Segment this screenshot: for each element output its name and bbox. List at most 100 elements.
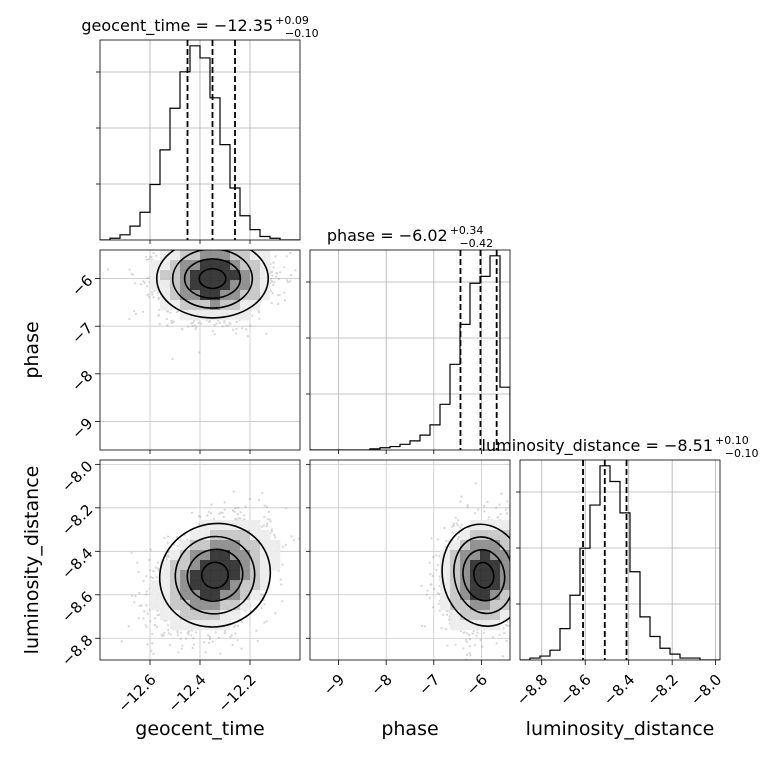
- density-cell: [260, 290, 271, 301]
- density-cell: [450, 620, 461, 631]
- density-cell: [230, 560, 241, 571]
- density-cell: [190, 290, 201, 301]
- density-cell: [450, 590, 461, 601]
- density-cell: [160, 300, 171, 311]
- density-cell: [230, 590, 241, 601]
- density-cell: [190, 260, 201, 271]
- density-cell: [450, 610, 461, 621]
- density-cell: [500, 520, 510, 531]
- density-cell: [190, 280, 201, 291]
- title-text: phase = −6.02 +0.34 −0.42: [327, 224, 493, 250]
- contour-3: [155, 250, 270, 319]
- density-cell: [230, 290, 241, 301]
- density-cell: [170, 550, 181, 561]
- density-cell: [170, 560, 181, 571]
- density-cell: [260, 530, 271, 541]
- axes-frame: [309, 249, 511, 451]
- density-cell: [220, 560, 231, 571]
- density-cell: [460, 550, 471, 561]
- density-cell: [210, 270, 221, 281]
- density-cell: [230, 610, 241, 621]
- density-cell: [260, 540, 271, 551]
- density-cell: [180, 540, 191, 551]
- density-cell: [180, 290, 191, 301]
- density-cell: [240, 270, 251, 281]
- density-cell: [240, 580, 251, 591]
- density-cell: [160, 580, 171, 591]
- density-cell: [490, 580, 501, 591]
- density-cell: [170, 270, 181, 281]
- density-cell: [260, 250, 271, 261]
- density-cell: [210, 610, 221, 621]
- density-cell: [180, 570, 191, 581]
- density-cell: [220, 570, 231, 581]
- density-cell: [490, 610, 501, 621]
- density-cell: [470, 590, 481, 601]
- density-cell: [150, 260, 161, 271]
- density-cell: [220, 280, 231, 291]
- density-cell: [200, 250, 211, 261]
- density-cell: [260, 550, 271, 561]
- title-sub: −0.10: [725, 447, 759, 460]
- density-cell: [170, 250, 181, 261]
- histogram-phase: phase = −6.02 +0.34 −0.42: [306, 224, 511, 451]
- density-cell: [210, 570, 221, 581]
- density-cell: [170, 300, 181, 311]
- density-cell: [480, 540, 491, 551]
- x-tick-label: −12.2: [214, 671, 259, 716]
- density-cell: [250, 560, 261, 571]
- density-cell: [160, 280, 171, 291]
- density-cell: [220, 310, 231, 321]
- density-cell: [170, 600, 181, 611]
- density-cell: [240, 300, 251, 311]
- density-cell: [470, 610, 481, 621]
- density-cell: [260, 570, 271, 581]
- density-cell: [450, 540, 461, 551]
- density-cell: [470, 570, 481, 581]
- density-cell: [450, 570, 461, 581]
- density-cell: [210, 560, 221, 571]
- density-cell: [450, 560, 461, 571]
- density-cell: [190, 550, 201, 561]
- density-cell: [190, 560, 201, 571]
- title-main: luminosity_distance = −8.51: [482, 436, 713, 456]
- density-cell: [460, 530, 471, 541]
- axes-frame: [519, 459, 721, 661]
- density-cell: [480, 590, 491, 601]
- density-cell: [210, 260, 221, 271]
- density-cell: [220, 540, 231, 551]
- density-cell: [250, 520, 261, 531]
- density-cell: [500, 540, 510, 551]
- density-cell: [210, 580, 221, 591]
- density-cell: [250, 260, 261, 271]
- density-cell: [230, 600, 241, 611]
- density-cell: [150, 600, 161, 611]
- panel-title: phase = −6.02 +0.34 −0.42: [327, 224, 493, 250]
- histogram-steps: [310, 255, 510, 450]
- histogram-geocent_time: geocent_time = −12.35 +0.09 −0.10: [81, 14, 319, 241]
- density-cell: [220, 530, 231, 541]
- density-cell: [260, 280, 271, 291]
- contour-1: [462, 548, 506, 602]
- density-cell: [210, 600, 221, 611]
- density-cell: [150, 580, 161, 591]
- y-tick-label: −8.2: [58, 501, 96, 539]
- density-cell: [220, 250, 231, 261]
- y-tick-label: −7: [68, 319, 96, 347]
- density-cell: [490, 540, 501, 551]
- panel-phase-vs-geocent_time: [99, 249, 301, 451]
- density-cell: [470, 600, 481, 611]
- density-cell: [480, 550, 491, 561]
- density-cell: [440, 560, 451, 571]
- density-cell: [470, 580, 481, 591]
- title-main: phase = −6.02: [327, 226, 448, 245]
- x-axis-phase: −9 −8 −7 −6 phase: [320, 660, 491, 740]
- density-cell: [200, 310, 211, 321]
- density-cell: [210, 590, 221, 601]
- panel-luminosity_distance-vs-geocent_time: [99, 459, 301, 661]
- density-cell: [190, 270, 201, 281]
- contour-3: [441, 523, 510, 627]
- density-cell: [260, 580, 271, 591]
